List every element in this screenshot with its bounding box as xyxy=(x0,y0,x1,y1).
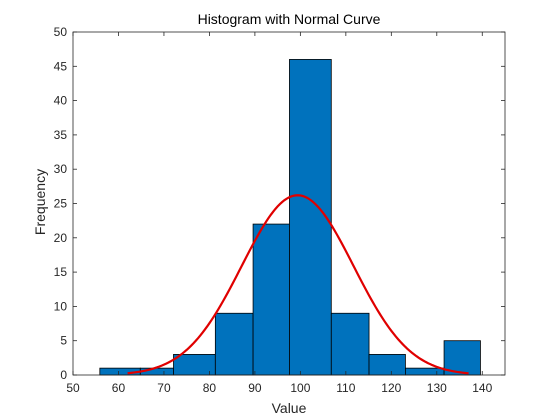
histogram-bar-5 xyxy=(252,223,290,376)
normal-curve xyxy=(127,194,469,375)
x-tick-label: 70 xyxy=(157,381,171,395)
x-axis-label: Value xyxy=(272,400,307,416)
y-tick-label: 15 xyxy=(54,265,68,279)
histogram-bar-10 xyxy=(443,340,481,376)
y-tick-label: 20 xyxy=(54,231,68,245)
axes-layer: 50 60 70 80 90 100 110 120 130 140 0 5 10 15 20 25 30 35 4… xyxy=(54,25,506,395)
y-axis-label: Frequency xyxy=(32,169,48,235)
x-tick-label: 130 xyxy=(427,381,447,395)
y-tick-label: 5 xyxy=(60,334,67,348)
bars-layer xyxy=(99,59,481,376)
chart-title: Histogram with Normal Curve xyxy=(198,11,381,27)
x-tick-label: 60 xyxy=(112,381,126,395)
y-tick-label: 10 xyxy=(54,299,68,313)
x-tick-label: 90 xyxy=(248,381,262,395)
histogram-bar-6 xyxy=(289,59,332,376)
x-tick-label: 80 xyxy=(203,381,217,395)
x-tick-label: 50 xyxy=(66,381,80,395)
y-tick-label: 0 xyxy=(60,368,67,382)
y-tick-label: 40 xyxy=(54,94,68,108)
histogram-bar-8 xyxy=(368,354,406,376)
y-tick-label: 45 xyxy=(54,59,68,73)
y-tick-label: 25 xyxy=(54,197,68,211)
y-tick-label: 35 xyxy=(54,128,68,142)
x-tick-label: 140 xyxy=(472,381,492,395)
histogram-bar-7 xyxy=(330,312,370,376)
curve-layer xyxy=(127,194,469,375)
y-tick-label: 50 xyxy=(54,25,68,39)
histogram-bar-4 xyxy=(214,312,254,376)
x-tick-label: 100 xyxy=(290,381,310,395)
histogram-bar-9 xyxy=(405,367,445,376)
x-tick-label: 120 xyxy=(381,381,401,395)
y-tick-label: 30 xyxy=(54,162,68,176)
x-tick-label: 110 xyxy=(336,381,355,395)
